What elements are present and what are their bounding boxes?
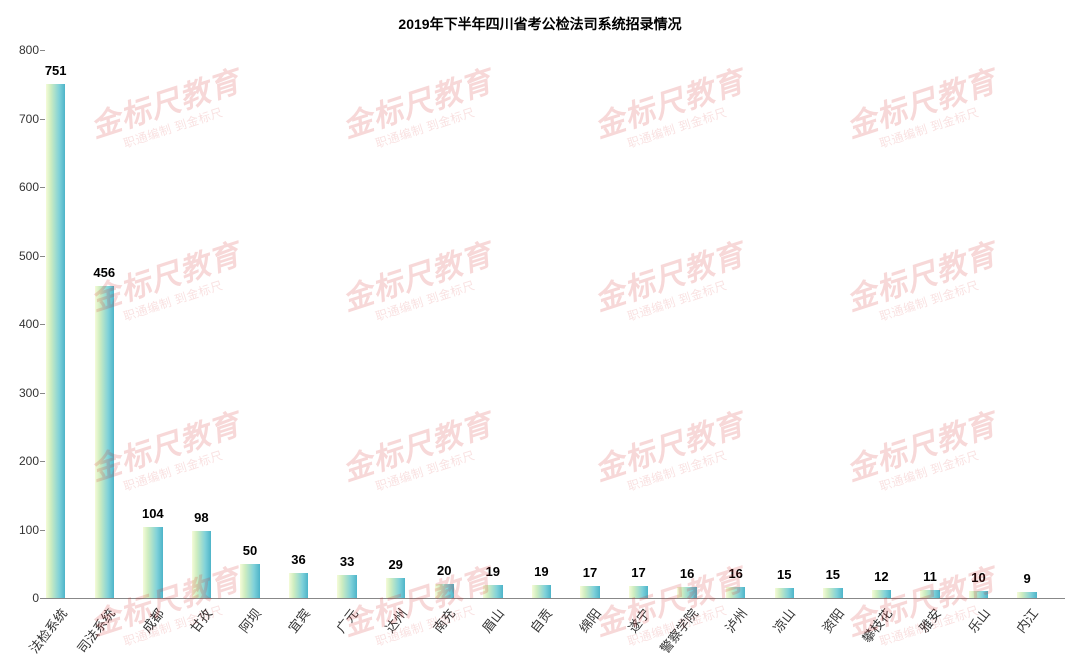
x-tick-label: 广元	[331, 604, 362, 636]
y-tick-label: 600	[19, 180, 39, 194]
bar-value-label: 19	[534, 564, 548, 579]
y-tick-label: 100	[19, 523, 39, 537]
x-tick-label: 司法系统	[72, 604, 119, 657]
bar: 20	[435, 584, 454, 598]
plot-area: 751 456 104 98 50 36 33 29 20 19 19 17 17 16 16 15 15 12 1…	[45, 50, 1065, 599]
bar-value-label: 11	[923, 569, 937, 584]
bar: 15	[775, 588, 794, 598]
bar-group: 20	[435, 50, 454, 598]
bar-value-label: 98	[194, 510, 208, 525]
bar-value-label: 20	[437, 563, 451, 578]
chart-title: 2019年下半年四川省考公检法司系统招录情况	[0, 14, 1080, 34]
x-tick-label: 眉山	[477, 604, 508, 636]
x-tick-label: 法检系统	[24, 604, 71, 657]
bar-group: 456	[95, 50, 114, 598]
y-tick-label: 0	[32, 591, 39, 605]
bar-value-label: 29	[388, 557, 402, 572]
bar-value-label: 33	[340, 554, 354, 569]
bar: 751	[46, 84, 65, 598]
bar-group: 12	[872, 50, 891, 598]
x-tick-label: 雅安	[914, 604, 945, 636]
bar: 16	[726, 587, 745, 598]
bar-value-label: 17	[631, 565, 645, 580]
y-tick-label: 400	[19, 317, 39, 331]
bar-value-label: 15	[826, 567, 840, 582]
y-tick-label: 300	[19, 386, 39, 400]
bar-group: 16	[677, 50, 696, 598]
bar: 98	[192, 531, 211, 598]
bar: 11	[920, 590, 939, 598]
bar: 10	[969, 591, 988, 598]
bar-value-label: 751	[45, 63, 67, 78]
bar-group: 104	[143, 50, 162, 598]
bar-group: 19	[483, 50, 502, 598]
x-tick-label: 遂宁	[623, 604, 654, 636]
bar-value-label: 17	[583, 565, 597, 580]
chart-container: 2019年下半年四川省考公检法司系统招录情况 0 100 200 300 400 500 6…	[0, 0, 1080, 663]
bar-group: 98	[192, 50, 211, 598]
x-tick-label: 达州	[380, 604, 411, 636]
bar: 50	[240, 564, 259, 598]
y-tick-label: 200	[19, 454, 39, 468]
bar-value-label: 104	[142, 506, 164, 521]
bar-value-label: 12	[874, 569, 888, 584]
y-tick-label: 700	[19, 112, 39, 126]
x-tick-label: 南充	[428, 604, 459, 636]
bar-group: 10	[969, 50, 988, 598]
y-tick-label: 500	[19, 249, 39, 263]
x-tick-label: 警察学院	[655, 604, 702, 657]
bar-value-label: 19	[486, 564, 500, 579]
x-tick-label: 内江	[1011, 604, 1042, 636]
bar-group: 751	[46, 50, 65, 598]
x-tick-label: 宜宾	[283, 604, 314, 636]
bar-group: 36	[289, 50, 308, 598]
x-tick-label: 自贡	[525, 604, 556, 636]
x-tick-label: 泸州	[720, 604, 751, 636]
x-tick-label: 乐山	[963, 604, 994, 636]
x-tick-label: 绵阳	[574, 604, 605, 636]
bar: 456	[95, 286, 114, 598]
x-tick-label: 资阳	[817, 604, 848, 636]
bar-group: 9	[1017, 50, 1036, 598]
bar-value-label: 50	[243, 543, 257, 558]
bar-group: 11	[920, 50, 939, 598]
bar-group: 50	[240, 50, 259, 598]
bar: 12	[872, 590, 891, 598]
bar-group: 15	[775, 50, 794, 598]
bar-value-label: 16	[728, 566, 742, 581]
bar: 33	[337, 575, 356, 598]
bar-group: 15	[823, 50, 842, 598]
bar: 16	[677, 587, 696, 598]
bar: 19	[532, 585, 551, 598]
bar-group: 17	[629, 50, 648, 598]
bar: 29	[386, 578, 405, 598]
bar-value-label: 36	[291, 552, 305, 567]
bar: 36	[289, 573, 308, 598]
x-tick-label: 凉山	[768, 604, 799, 636]
x-axis-labels: 法检系统司法系统成都甘孜阿坝宜宾广元达州南充眉山自贡绵阳遂宁警察学院泸州凉山资阳…	[45, 598, 1065, 658]
x-tick-label: 成都	[137, 604, 168, 636]
y-tick-label: 800	[19, 43, 39, 57]
bar-value-label: 9	[1023, 571, 1030, 586]
bar: 17	[580, 586, 599, 598]
bar-value-label: 456	[93, 265, 115, 280]
x-tick-label: 攀枝花	[857, 604, 896, 646]
y-axis: 0100200300400500600700800	[0, 50, 45, 598]
bar: 17	[629, 586, 648, 598]
bar-value-label: 15	[777, 567, 791, 582]
x-tick-label: 甘孜	[185, 604, 216, 636]
bar-group: 19	[532, 50, 551, 598]
bar: 19	[483, 585, 502, 598]
bar-group: 17	[580, 50, 599, 598]
bar-group: 33	[337, 50, 356, 598]
x-tick-label: 阿坝	[234, 604, 265, 636]
bar-value-label: 16	[680, 566, 694, 581]
bar-value-label: 10	[971, 570, 985, 585]
bars-layer: 751 456 104 98 50 36 33 29 20 19 19 17 17 16 16 15 15 12 1…	[45, 50, 1065, 598]
bar: 104	[143, 527, 162, 598]
bar-group: 16	[726, 50, 745, 598]
bar-group: 29	[386, 50, 405, 598]
bar: 15	[823, 588, 842, 598]
